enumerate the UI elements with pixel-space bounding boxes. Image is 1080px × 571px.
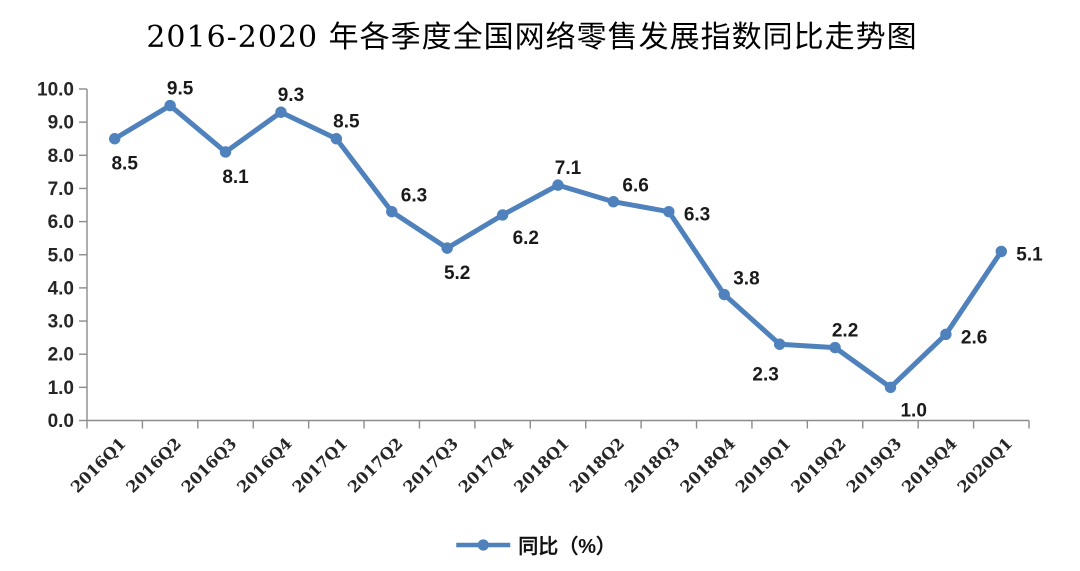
data-point-marker [663, 205, 675, 218]
data-point-label: 8.5 [333, 112, 360, 133]
data-point-label: 8.1 [222, 167, 249, 188]
x-tick-label: 2020Q1 [953, 434, 1016, 497]
y-tick-label: 7.0 [48, 179, 74, 200]
series-line [112, 103, 1004, 390]
data-point-label: 7.1 [555, 158, 582, 179]
data-point-marker [995, 245, 1007, 258]
data-point-marker [496, 209, 509, 221]
data-point-label: 6.6 [622, 176, 648, 197]
y-tick-label: 6.0 [48, 212, 74, 233]
x-tick-label: 2018Q2 [566, 434, 629, 497]
x-tick-label: 2017Q1 [289, 434, 352, 497]
data-point-marker [552, 179, 564, 191]
x-tick-label: 2016Q4 [233, 434, 296, 497]
x-tick-label: 2016Q1 [67, 434, 130, 497]
x-tick-label: 2016Q3 [178, 434, 241, 497]
data-point-label: 2.2 [832, 321, 858, 342]
data-point-label: 5.2 [444, 263, 470, 284]
data-point-label: 5.1 [1016, 244, 1043, 265]
legend-series-label: 同比（%） [518, 536, 617, 558]
x-tick-label: 2018Q3 [621, 434, 684, 497]
y-tick-label: 8.0 [48, 146, 74, 167]
data-point-marker [884, 381, 897, 394]
x-tick-label: 2017Q2 [344, 434, 407, 497]
data-point-label: 2.3 [752, 364, 778, 385]
y-tick-label: 1.0 [48, 378, 74, 399]
data-point-label: 2.6 [961, 327, 987, 348]
data-point-marker [275, 106, 287, 118]
data-point-marker [386, 205, 398, 218]
chart-title: 2016-2020 年各季度全国网络零售发展指数同比走势图 [146, 20, 918, 55]
data-point-label: 8.5 [111, 154, 138, 175]
data-point-label: 3.8 [733, 269, 759, 290]
data-point-label: 6.2 [513, 228, 539, 249]
x-tick-label: 2019Q3 [843, 434, 906, 497]
y-tick-label: 3.0 [48, 312, 74, 333]
data-point-label: 1.0 [900, 400, 926, 421]
x-tick-label: 2018Q4 [676, 434, 739, 497]
x-tick-label: 2019Q1 [732, 434, 795, 497]
data-point-label: 9.3 [278, 85, 304, 106]
data-point-label: 9.5 [167, 79, 194, 100]
x-tick-label: 2018Q1 [510, 434, 573, 497]
data-point-marker [109, 133, 121, 145]
data-point-marker [164, 99, 176, 112]
legend-line-marker-icon [456, 538, 511, 551]
x-tick-label: 2019Q4 [898, 434, 961, 497]
data-point-marker [940, 328, 952, 341]
y-tick-label: 0.0 [48, 411, 74, 432]
data-point-marker [330, 133, 343, 145]
data-point-label: 6.3 [684, 205, 710, 226]
data-point-marker [718, 288, 730, 301]
legend-dot-icon [477, 538, 489, 551]
data-point-marker [607, 196, 620, 208]
data-point-marker [773, 338, 786, 350]
x-tick-label: 2019Q2 [787, 434, 850, 497]
data-point-marker [219, 146, 232, 158]
x-tick-label: 2017Q3 [399, 434, 462, 497]
y-tick-label: 9.0 [48, 113, 74, 134]
data-point-label: 6.3 [401, 186, 427, 207]
data-point-marker [441, 242, 453, 254]
y-tick-label: 2.0 [48, 345, 74, 366]
y-tick-label: 10.0 [37, 80, 74, 101]
legend: 同比（%） [454, 530, 616, 559]
y-tick-label: 4.0 [48, 278, 74, 299]
x-tick-label: 2017Q4 [455, 434, 518, 497]
x-tick-label: 2016Q2 [122, 434, 185, 497]
data-point-marker [829, 341, 841, 354]
y-tick-label: 5.0 [48, 245, 74, 266]
